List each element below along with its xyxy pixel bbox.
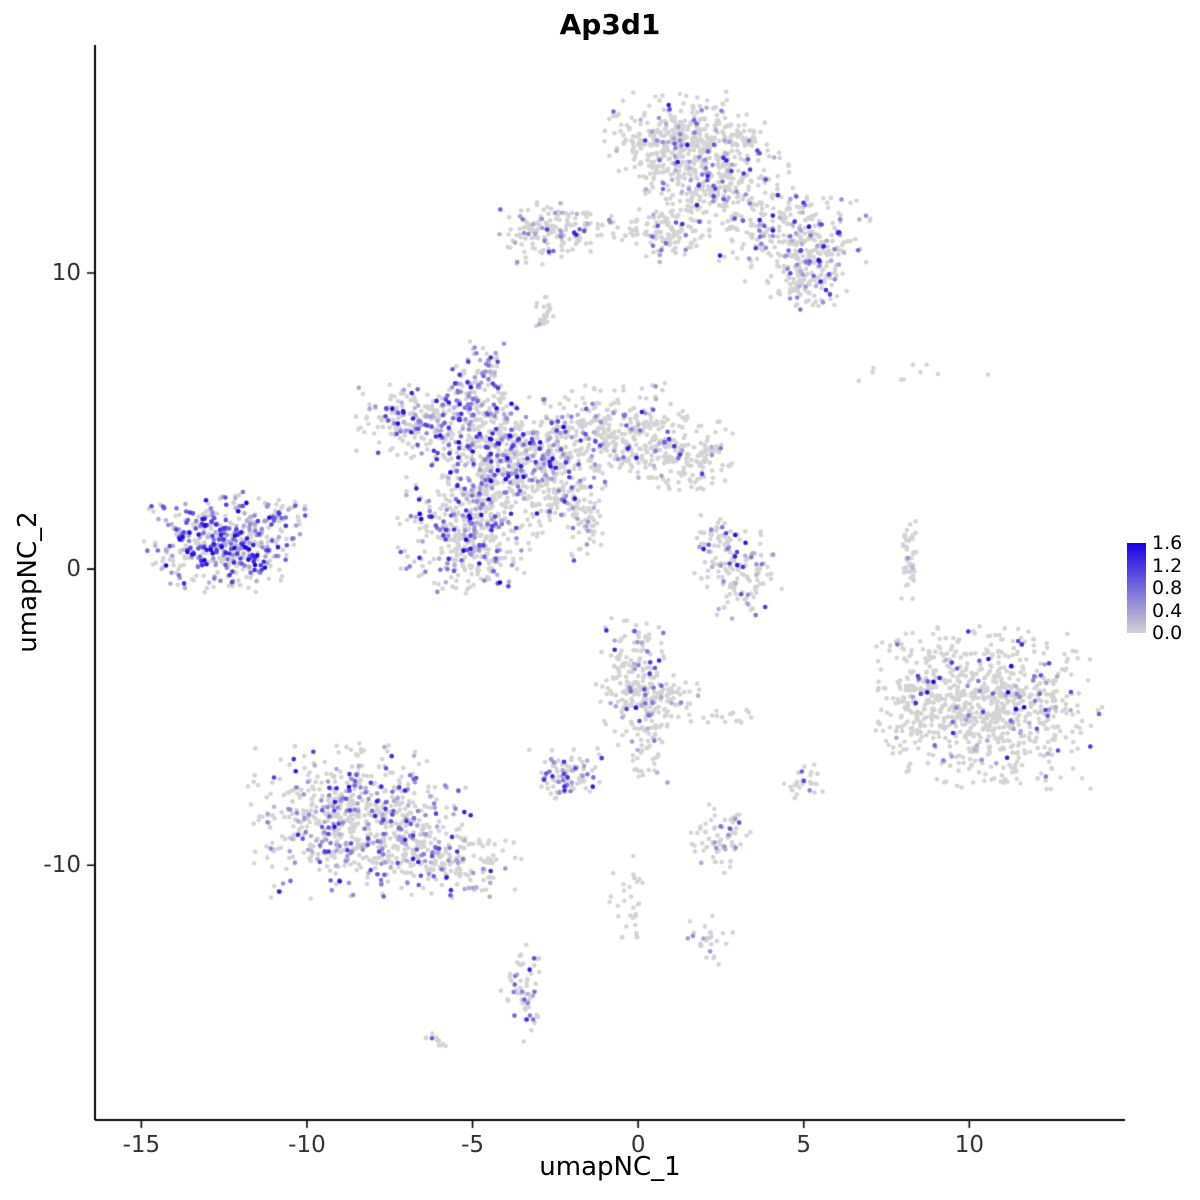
y-tick-label: -10 [43, 852, 81, 879]
legend-tick-label: 0.8 [1152, 577, 1183, 599]
x-tick-label: 10 [954, 1132, 984, 1158]
legend-tick-label: 0.4 [1152, 599, 1183, 622]
legend-gradient-bar [1127, 543, 1146, 633]
x-tick-label: 0 [630, 1132, 646, 1158]
x-tick-label: -5 [461, 1132, 485, 1158]
x-axis-title: umapNC_1 [539, 1152, 681, 1182]
x-tick-label: -15 [122, 1132, 161, 1158]
chart-title: Ap3d1 [559, 8, 661, 41]
legend-tick-label: 1.2 [1152, 554, 1183, 577]
x-tick-label: 5 [796, 1132, 812, 1158]
x-tick-label: -10 [288, 1132, 326, 1158]
legend-tick-label: 0.0 [1152, 622, 1183, 644]
y-tick-label: 10 [51, 260, 81, 287]
legend-tick-label: 1.6 [1152, 532, 1183, 554]
y-tick-label: 0 [66, 556, 81, 583]
